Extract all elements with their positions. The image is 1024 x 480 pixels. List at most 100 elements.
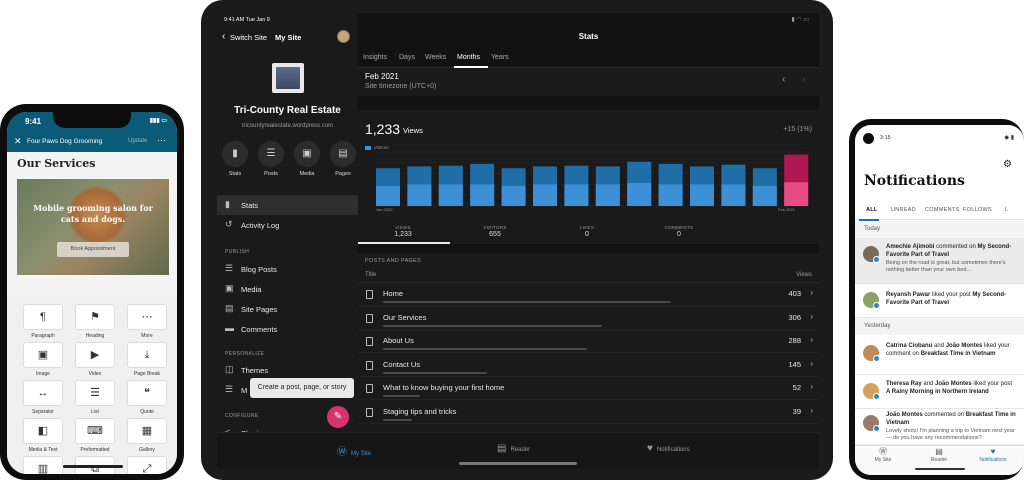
block-item-button[interactable]: ⤢ — [127, 456, 167, 474]
summary-comments[interactable]: COMMENTS 0 — [634, 225, 724, 238]
views-chart[interactable] — [358, 150, 819, 212]
tab-all[interactable]: ALL — [866, 207, 878, 213]
visitors-bar[interactable] — [533, 184, 557, 206]
tab-l[interactable]: L — [1005, 207, 1009, 213]
post-row[interactable]: Staging tips and tricks 39 › — [358, 401, 819, 424]
site-icon[interactable] — [272, 63, 304, 93]
page-title: Notifications — [864, 173, 965, 189]
block-more-button[interactable]: ⋯ — [127, 304, 167, 330]
prev-period-icon[interactable]: ‹ — [782, 74, 786, 85]
posts-quick-action-button[interactable]: ☰ — [258, 141, 284, 167]
visitors-bar[interactable] — [690, 184, 714, 206]
back-chevron-icon[interactable]: ‹ — [222, 31, 226, 42]
stats-quick-action-button[interactable]: ▮ — [222, 141, 248, 167]
cover-block[interactable]: Mobile grooming salon for cats and dogs.… — [17, 179, 169, 275]
bottom-nav-my-site[interactable]: Ⓦ My Site — [863, 447, 903, 463]
block-preformatted-button[interactable]: ⌨ — [75, 418, 115, 444]
content-heading[interactable]: Our Services — [17, 157, 96, 170]
block-gallery-button[interactable]: ▦ — [127, 418, 167, 444]
notification-item[interactable]: João Montes commented on Breakfast Time … — [855, 409, 1024, 445]
block-separator-button[interactable]: ↔ — [23, 380, 63, 406]
post-row[interactable]: About Us 288 › — [358, 330, 819, 353]
sidebar-item-media[interactable]: ▣ Media — [217, 279, 358, 299]
post-views: 145 — [788, 359, 801, 369]
create-fab-button[interactable]: ✎ — [327, 406, 349, 428]
media-quick-action-button[interactable]: ▣ — [294, 141, 320, 167]
block-image-button[interactable]: ▣ — [23, 342, 63, 368]
visitors-bar[interactable] — [784, 182, 809, 206]
book-appointment-button[interactable]: Book Appointment — [57, 242, 129, 257]
tab-unread[interactable]: UNREAD — [891, 207, 917, 213]
summary-likes[interactable]: LIKES 0 — [542, 225, 632, 238]
notification-item[interactable]: Amechie Ajimobi commented on My Second-F… — [855, 238, 1024, 284]
more-options-icon[interactable]: ⋯ — [157, 135, 166, 145]
block-page-break-button[interactable]: ⤓ — [127, 342, 167, 368]
tab-comments[interactable]: COMMENTS — [925, 207, 960, 213]
block-quote-button[interactable]: ❝ — [127, 380, 167, 406]
block-label: More — [141, 333, 153, 339]
block-video-button[interactable]: ▶ — [75, 342, 115, 368]
sidebar-item-icon: ▤ — [225, 303, 234, 313]
post-row[interactable]: What to know buying your first home 52 › — [358, 377, 819, 400]
tab-weeks[interactable]: Weeks — [425, 54, 447, 61]
notification-item[interactable]: Reyansh Pawar liked your post My Second-… — [855, 284, 1024, 318]
visitors-bar[interactable] — [407, 184, 432, 206]
pages-quick-action-button[interactable]: ▤ — [330, 141, 356, 167]
bottom-nav-notifications[interactable]: ♥ Notifications — [647, 443, 690, 454]
summary-visitors[interactable]: VISITORS 655 — [450, 225, 540, 238]
visitors-bar[interactable] — [501, 185, 526, 206]
visitors-bar[interactable] — [752, 185, 777, 206]
sidebar-item-site-pages[interactable]: ▤ Site Pages — [217, 299, 358, 319]
tab-days[interactable]: Days — [399, 54, 415, 61]
next-period-icon[interactable]: › — [802, 74, 806, 85]
bottom-nav-notifications[interactable]: ♥ Notifications — [973, 447, 1013, 463]
post-row[interactable]: Our Services 306 › — [358, 307, 819, 330]
tab-months[interactable]: Months — [457, 54, 480, 61]
gear-icon[interactable]: ⚙ — [1003, 159, 1012, 170]
visitors-bar[interactable] — [376, 186, 400, 206]
site-url[interactable]: tricountyrealestate.wordpress.com — [241, 123, 334, 129]
visitors-bar[interactable] — [564, 184, 589, 206]
bottom-nav-my-site[interactable]: Ⓦ My Site — [337, 443, 371, 458]
bottom-nav-reader[interactable]: ▤ Reader — [919, 447, 959, 463]
post-title: About Us — [383, 336, 414, 345]
sidebar-item-themes[interactable]: ◫ Themes — [217, 360, 358, 380]
visitors-bar[interactable] — [627, 182, 652, 206]
sidebar-item-blog-posts[interactable]: ☰ Blog Posts — [217, 259, 358, 279]
home-indicator — [915, 468, 965, 470]
block-paragraph-button[interactable]: ¶ — [23, 304, 63, 330]
update-button[interactable]: Update — [128, 138, 148, 144]
bottom-nav-reader[interactable]: ▤ Reader — [497, 443, 530, 454]
page-icon — [366, 313, 373, 323]
close-icon[interactable]: ✕ — [14, 136, 22, 146]
section-today-label: Today — [864, 226, 881, 232]
sidebar-item-m[interactable]: ☰ M — [217, 380, 358, 400]
switch-site-button[interactable]: Switch Site — [230, 33, 268, 42]
block-label: Gallery — [139, 447, 155, 453]
quick-action-label: Posts — [264, 171, 278, 177]
sidebar-item-comments[interactable]: ▬ Comments — [217, 319, 358, 339]
notification-item[interactable]: Catrina Ciobanu and João Montes liked yo… — [855, 335, 1024, 375]
block-heading-button[interactable]: ⚑ — [75, 304, 115, 330]
and-text: and — [932, 343, 946, 349]
block-item-button[interactable]: ▥ — [23, 456, 63, 474]
tab-follows[interactable]: FOLLOWS — [963, 207, 992, 213]
tab-insights[interactable]: Insights — [363, 54, 388, 61]
sidebar-item-stats[interactable]: ▮ Stats — [217, 195, 358, 215]
visitors-bar[interactable] — [595, 184, 620, 206]
visitors-bar[interactable] — [438, 184, 463, 206]
summary-views[interactable]: VIEWS 1,233 — [358, 225, 448, 238]
notification-item[interactable]: Theresa Ray and João Montes liked your p… — [855, 375, 1024, 409]
post-row[interactable]: Contact Us 145 › — [358, 354, 819, 377]
sidebar-item-activity-log[interactable]: ↺ Activity Log — [217, 215, 358, 235]
post-row[interactable]: Home 403 › — [358, 283, 819, 306]
tab-years[interactable]: Years — [491, 54, 509, 61]
block-media-text-button[interactable]: ◧ — [23, 418, 63, 444]
visitors-bar[interactable] — [658, 184, 683, 206]
visitors-bar[interactable] — [470, 184, 495, 206]
avatar[interactable] — [337, 30, 350, 43]
bottom-nav-icon: Ⓦ — [337, 447, 347, 458]
tablet-device: 9:41 AM Tue Jan 9 ‹ Switch Site My Site … — [201, 0, 833, 480]
visitors-bar[interactable] — [721, 184, 746, 206]
block-list-button[interactable]: ☰ — [75, 380, 115, 406]
